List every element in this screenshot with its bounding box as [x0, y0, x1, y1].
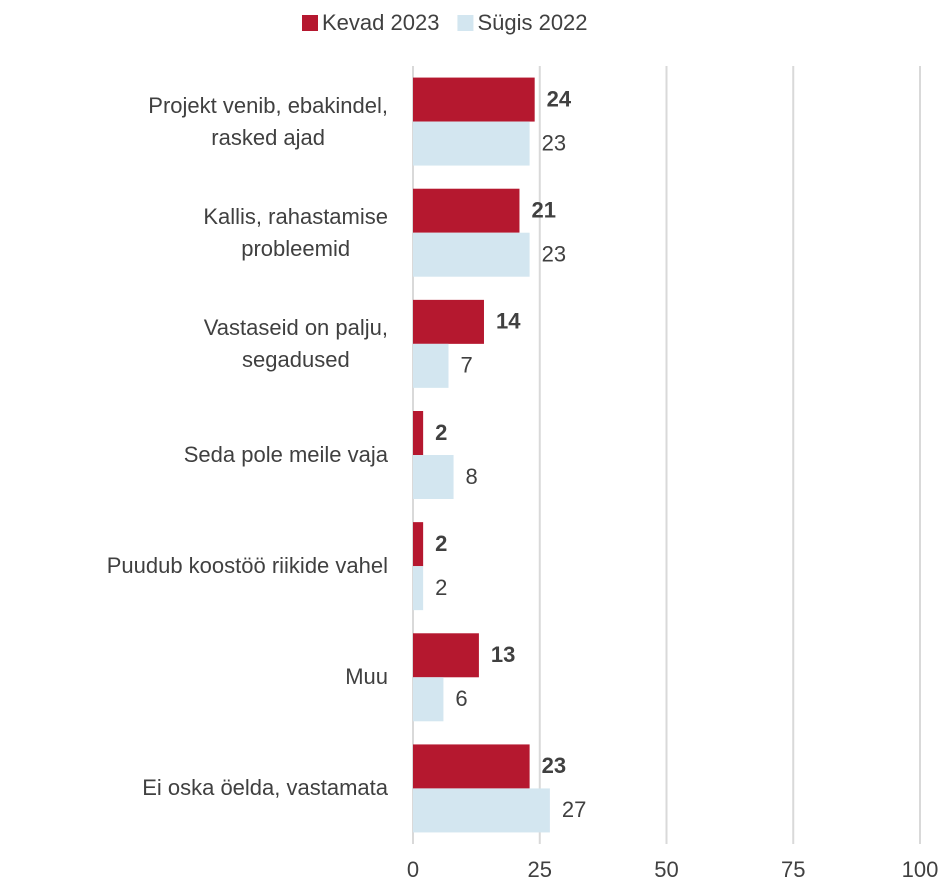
x-tick-label: 50: [654, 857, 678, 882]
bar: [413, 411, 424, 455]
value-label: 14: [496, 309, 521, 334]
category-label: Seda pole meile vaja: [183, 442, 388, 467]
legend-label: Kevad 2023: [322, 10, 439, 35]
category-label: Vastaseid on palju, segadused: [203, 314, 388, 372]
value-label: 23: [542, 753, 566, 778]
category-label: Kallis, rahastamise probleemid: [203, 203, 388, 261]
bar: [413, 788, 550, 833]
value-label: 2: [435, 575, 447, 600]
bar: [413, 455, 454, 499]
bar: [413, 121, 530, 166]
bar: [413, 232, 530, 277]
category-label: Ei oska öelda, vastamata: [142, 775, 388, 801]
value-label: 2: [435, 531, 447, 556]
bar: [413, 343, 449, 388]
value-label: 6: [455, 686, 467, 711]
legend-swatch: [457, 15, 474, 31]
bar: [413, 299, 484, 344]
value-label: 2: [435, 420, 447, 445]
bar: [413, 633, 479, 678]
value-label: 24: [547, 86, 572, 111]
bar: [413, 522, 424, 567]
bar: [413, 188, 520, 233]
x-tick-label: 0: [407, 857, 419, 882]
category-label: Puudub koostöö riikide vahel: [106, 553, 388, 579]
value-label: 23: [542, 242, 566, 267]
legend-label: Sügis 2022: [477, 10, 587, 35]
bar: [413, 566, 424, 611]
x-tick-label: 25: [528, 857, 552, 882]
legend-swatch: [302, 15, 318, 31]
value-label: 23: [542, 130, 566, 155]
value-label: 8: [466, 464, 478, 489]
x-tick-label: 100: [902, 857, 939, 882]
x-tick-label: 75: [781, 857, 805, 882]
value-label: 27: [562, 797, 586, 822]
bar: [413, 744, 530, 789]
value-label: 13: [491, 642, 515, 667]
value-label: 7: [460, 353, 472, 378]
category-label: Muu: [345, 664, 388, 690]
bar: [413, 77, 535, 122]
value-label: 21: [531, 198, 555, 223]
category-label: Projekt venib, ebakindel, rasked ajad: [148, 92, 388, 150]
bar: [413, 677, 444, 722]
